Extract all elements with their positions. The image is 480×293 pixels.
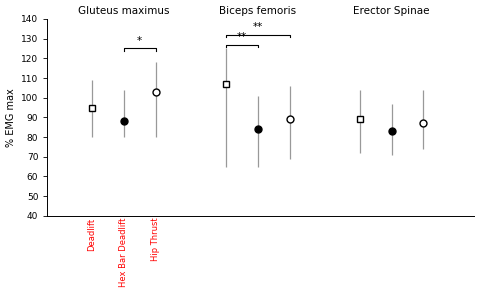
Text: Hex Bar Deadlift: Hex Bar Deadlift <box>120 218 128 287</box>
Text: Erector Spinae: Erector Spinae <box>353 6 430 16</box>
Text: *: * <box>137 35 143 45</box>
Text: Gluteus maximus: Gluteus maximus <box>78 6 169 16</box>
Text: Biceps femoris: Biceps femoris <box>219 6 296 16</box>
Text: **: ** <box>237 32 247 42</box>
Text: Deadlift: Deadlift <box>87 218 96 251</box>
Text: **: ** <box>252 22 263 32</box>
Y-axis label: % EMG max: % EMG max <box>6 88 15 147</box>
Text: Hip Thrust: Hip Thrust <box>151 218 160 261</box>
